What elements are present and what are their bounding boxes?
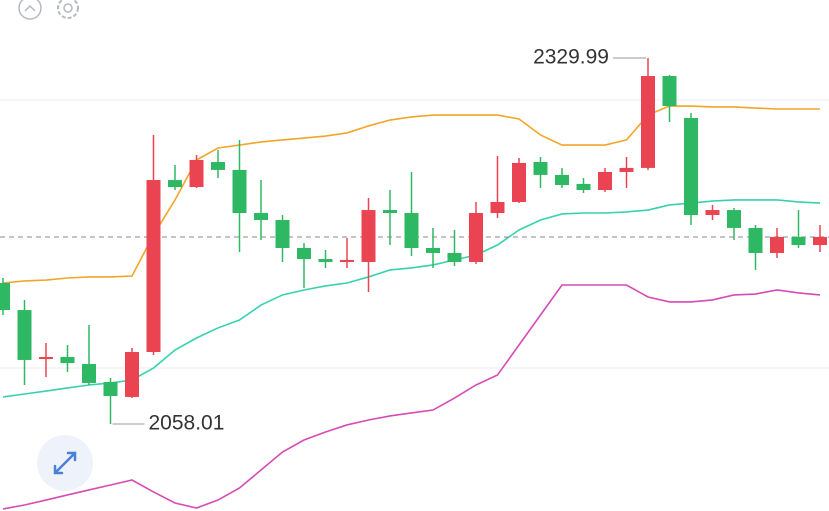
- candle-body: [17, 310, 32, 360]
- candle-body: [103, 382, 118, 397]
- band-line: [2, 199, 821, 398]
- candle-body: [146, 180, 161, 353]
- candle-body: [490, 201, 505, 214]
- candle-body: [318, 259, 333, 262]
- candle-body: [383, 210, 397, 214]
- candle-body: [232, 169, 247, 214]
- candle-body: [275, 220, 290, 248]
- candle-body: [619, 167, 634, 172]
- candle-body: [211, 162, 225, 170]
- candle-body: [340, 259, 354, 262]
- candle-body: [576, 183, 591, 190]
- candle-body: [125, 352, 139, 397]
- candle-body: [447, 252, 462, 262]
- candle-body: [0, 282, 10, 311]
- candle-body: [748, 227, 763, 253]
- candle-body: [82, 363, 96, 383]
- collapse-icon: [18, 0, 42, 20]
- candle-body: [641, 76, 655, 168]
- candle-body: [361, 210, 376, 262]
- candle-body: [426, 247, 440, 253]
- candle-body: [469, 213, 483, 262]
- chevron: [24, 4, 36, 12]
- candle-body: [770, 236, 784, 253]
- collapse-button[interactable]: [18, 0, 42, 20]
- candle-body: [254, 213, 268, 221]
- candle-body: [189, 159, 204, 188]
- candle-body: [727, 210, 741, 228]
- candle-body: [297, 247, 311, 260]
- band-line: [2, 284, 821, 510]
- candle-body: [39, 356, 53, 360]
- band-line: [2, 105, 820, 284]
- gear-inner: [63, 3, 73, 13]
- candle-body: [662, 76, 677, 107]
- candle-body: [404, 213, 419, 248]
- high-label: 2329.99: [533, 46, 609, 69]
- candle-body: [168, 180, 182, 188]
- settings-button[interactable]: [57, 0, 79, 19]
- plot: 2329.99 2058.01: [0, 46, 829, 510]
- candle-body: [512, 162, 526, 202]
- expand-icon: [53, 451, 77, 475]
- candle-body: [791, 236, 806, 246]
- candle-body: [813, 236, 827, 246]
- low-label: 2058.01: [149, 412, 225, 435]
- candle-body: [60, 356, 75, 364]
- candle-body: [598, 171, 612, 190]
- gear-outer: [57, 0, 79, 19]
- expand-button[interactable]: [37, 435, 93, 491]
- candle-body: [555, 174, 569, 186]
- candle-body: [533, 162, 548, 175]
- candle-body: [684, 118, 698, 216]
- candle-body: [705, 210, 720, 216]
